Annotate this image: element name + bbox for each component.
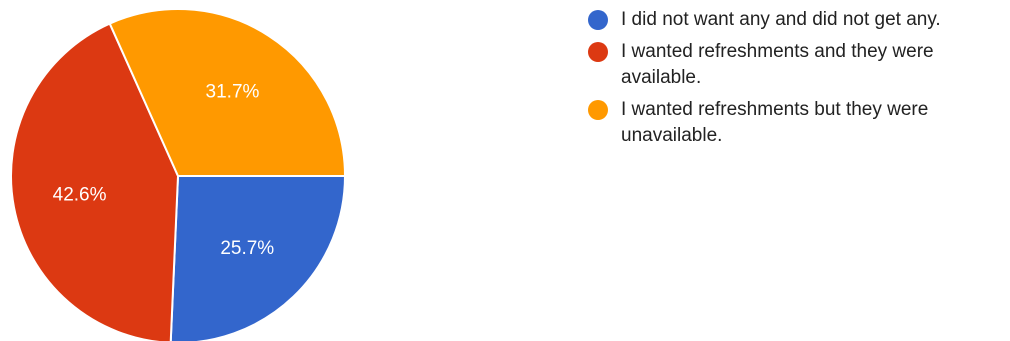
pie-slice[interactable] — [10, 22, 180, 341]
legend-swatch — [588, 10, 608, 30]
legend-label: I did not want any and did not get any. — [621, 9, 941, 30]
pie-slice[interactable] — [108, 8, 347, 177]
legend-item[interactable]: I wanted refreshments and they were avai… — [588, 39, 1003, 91]
slice-label: 31.7% — [206, 81, 260, 102]
legend-label: I wanted refreshments and they were avai… — [621, 41, 934, 88]
legend: I did not want any and did not get any. … — [588, 7, 1003, 155]
legend-item[interactable]: I did not want any and did not get any. — [588, 7, 1003, 33]
legend-item[interactable]: I wanted refreshments but they were unav… — [588, 97, 1003, 149]
pie-slice[interactable] — [169, 175, 347, 341]
legend-label: I wanted refreshments but they were unav… — [621, 99, 929, 146]
pie-chart: 25.7% 42.6% 31.7% — [10, 8, 347, 341]
slice-label: 42.6% — [53, 184, 107, 205]
legend-swatch — [588, 100, 608, 120]
slice-label: 25.7% — [220, 238, 274, 259]
legend-swatch — [588, 42, 608, 62]
